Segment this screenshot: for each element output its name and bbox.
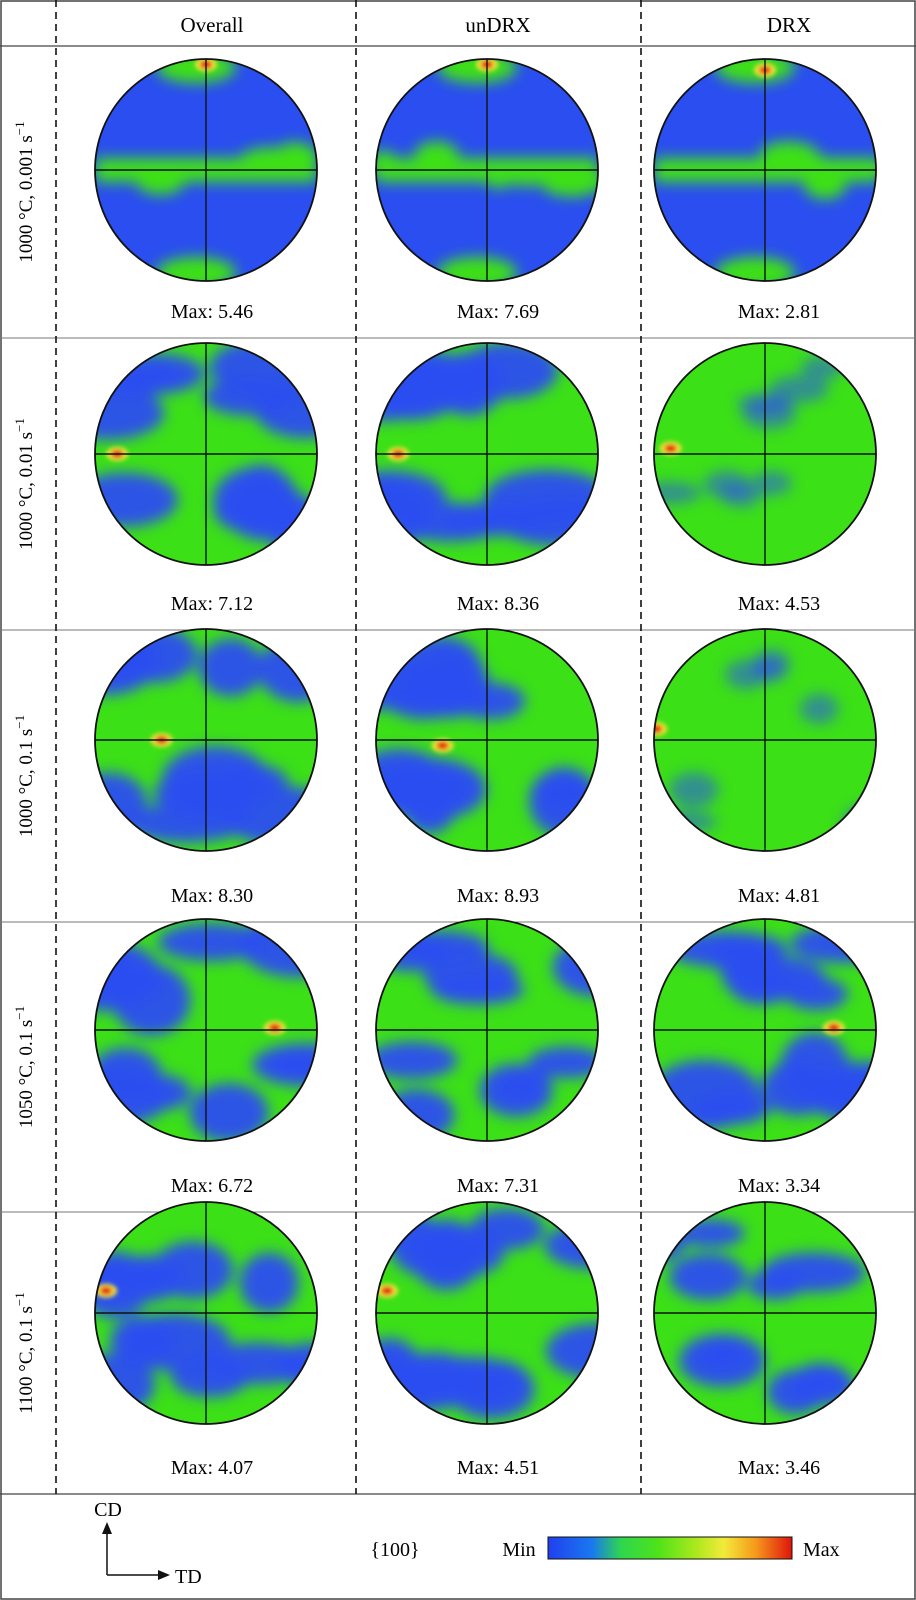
pole-figure-drx	[653, 918, 877, 1142]
pole-figure-overall	[94, 1201, 318, 1425]
pole-figure-drx	[653, 628, 877, 852]
color-scale-bar	[547, 1536, 793, 1560]
pole-figure-drx	[653, 58, 877, 282]
td-label: TD	[175, 1566, 202, 1588]
pole-figure-overall	[94, 342, 318, 566]
pole-figures	[94, 58, 877, 1425]
scale-min-label: Min	[502, 1539, 535, 1561]
td-arrow-icon	[158, 1570, 170, 1580]
row-label-1: 1000 °C, 0.001 s−1	[12, 121, 37, 262]
max-label: Max: 7.12	[171, 593, 253, 615]
cd-label: CD	[94, 1499, 122, 1521]
row-label-5: 1100 °C, 0.1 s−1	[12, 1292, 37, 1414]
max-label: Max: 4.07	[171, 1457, 253, 1479]
max-label: Max: 8.36	[457, 593, 539, 615]
max-label: Max: 8.93	[457, 885, 539, 907]
max-label: Max: 5.46	[171, 301, 253, 323]
row-label-2: 1000 °C, 0.01 s−1	[12, 418, 37, 550]
pole-figure-undrx	[375, 1201, 599, 1425]
pole-figure-undrx	[375, 58, 599, 282]
row-label-3: 1000 °C, 0.1 s−1	[12, 715, 37, 837]
max-label: Max: 4.51	[457, 1457, 539, 1479]
max-label: Max: 3.34	[738, 1175, 820, 1197]
max-label: Max: 4.81	[738, 885, 820, 907]
pole-figure-overall	[94, 58, 318, 282]
max-label: Max: 7.69	[457, 301, 539, 323]
row-labels: 1000 °C, 0.001 s−1 1000 °C, 0.01 s−1 100…	[12, 121, 37, 1413]
max-label: Max: 7.31	[457, 1175, 539, 1197]
column-header-drx: DRX	[767, 13, 811, 37]
pole-figure-overall	[94, 628, 318, 852]
max-label: Max: 6.72	[171, 1175, 253, 1197]
column-header-undrx: unDRX	[465, 13, 530, 37]
pole-figure-undrx	[375, 628, 599, 852]
row-label-4: 1050 °C, 0.1 s−1	[12, 1006, 37, 1128]
pole-figure-drx	[653, 1201, 877, 1425]
pole-figure-undrx	[375, 918, 599, 1142]
max-label: Max: 2.81	[738, 301, 820, 323]
max-label: Max: 8.30	[171, 885, 253, 907]
max-label: Max: 3.46	[738, 1457, 820, 1479]
max-labels: Max: 5.46 Max: 7.69 Max: 2.81 Max: 7.12 …	[171, 301, 820, 1479]
scale-max-label: Max	[803, 1539, 840, 1561]
plane-label: {100}	[370, 1539, 419, 1561]
pole-figure-undrx	[375, 342, 599, 566]
cd-arrow-icon	[102, 1522, 112, 1534]
color-scale: Min Max	[502, 1536, 840, 1561]
max-label: Max: 4.53	[738, 593, 820, 615]
pole-figure-drx	[653, 342, 877, 566]
pole-figure-overall	[94, 918, 318, 1142]
column-header-overall: Overall	[181, 13, 244, 37]
sample-axes: CD TD	[94, 1499, 202, 1588]
